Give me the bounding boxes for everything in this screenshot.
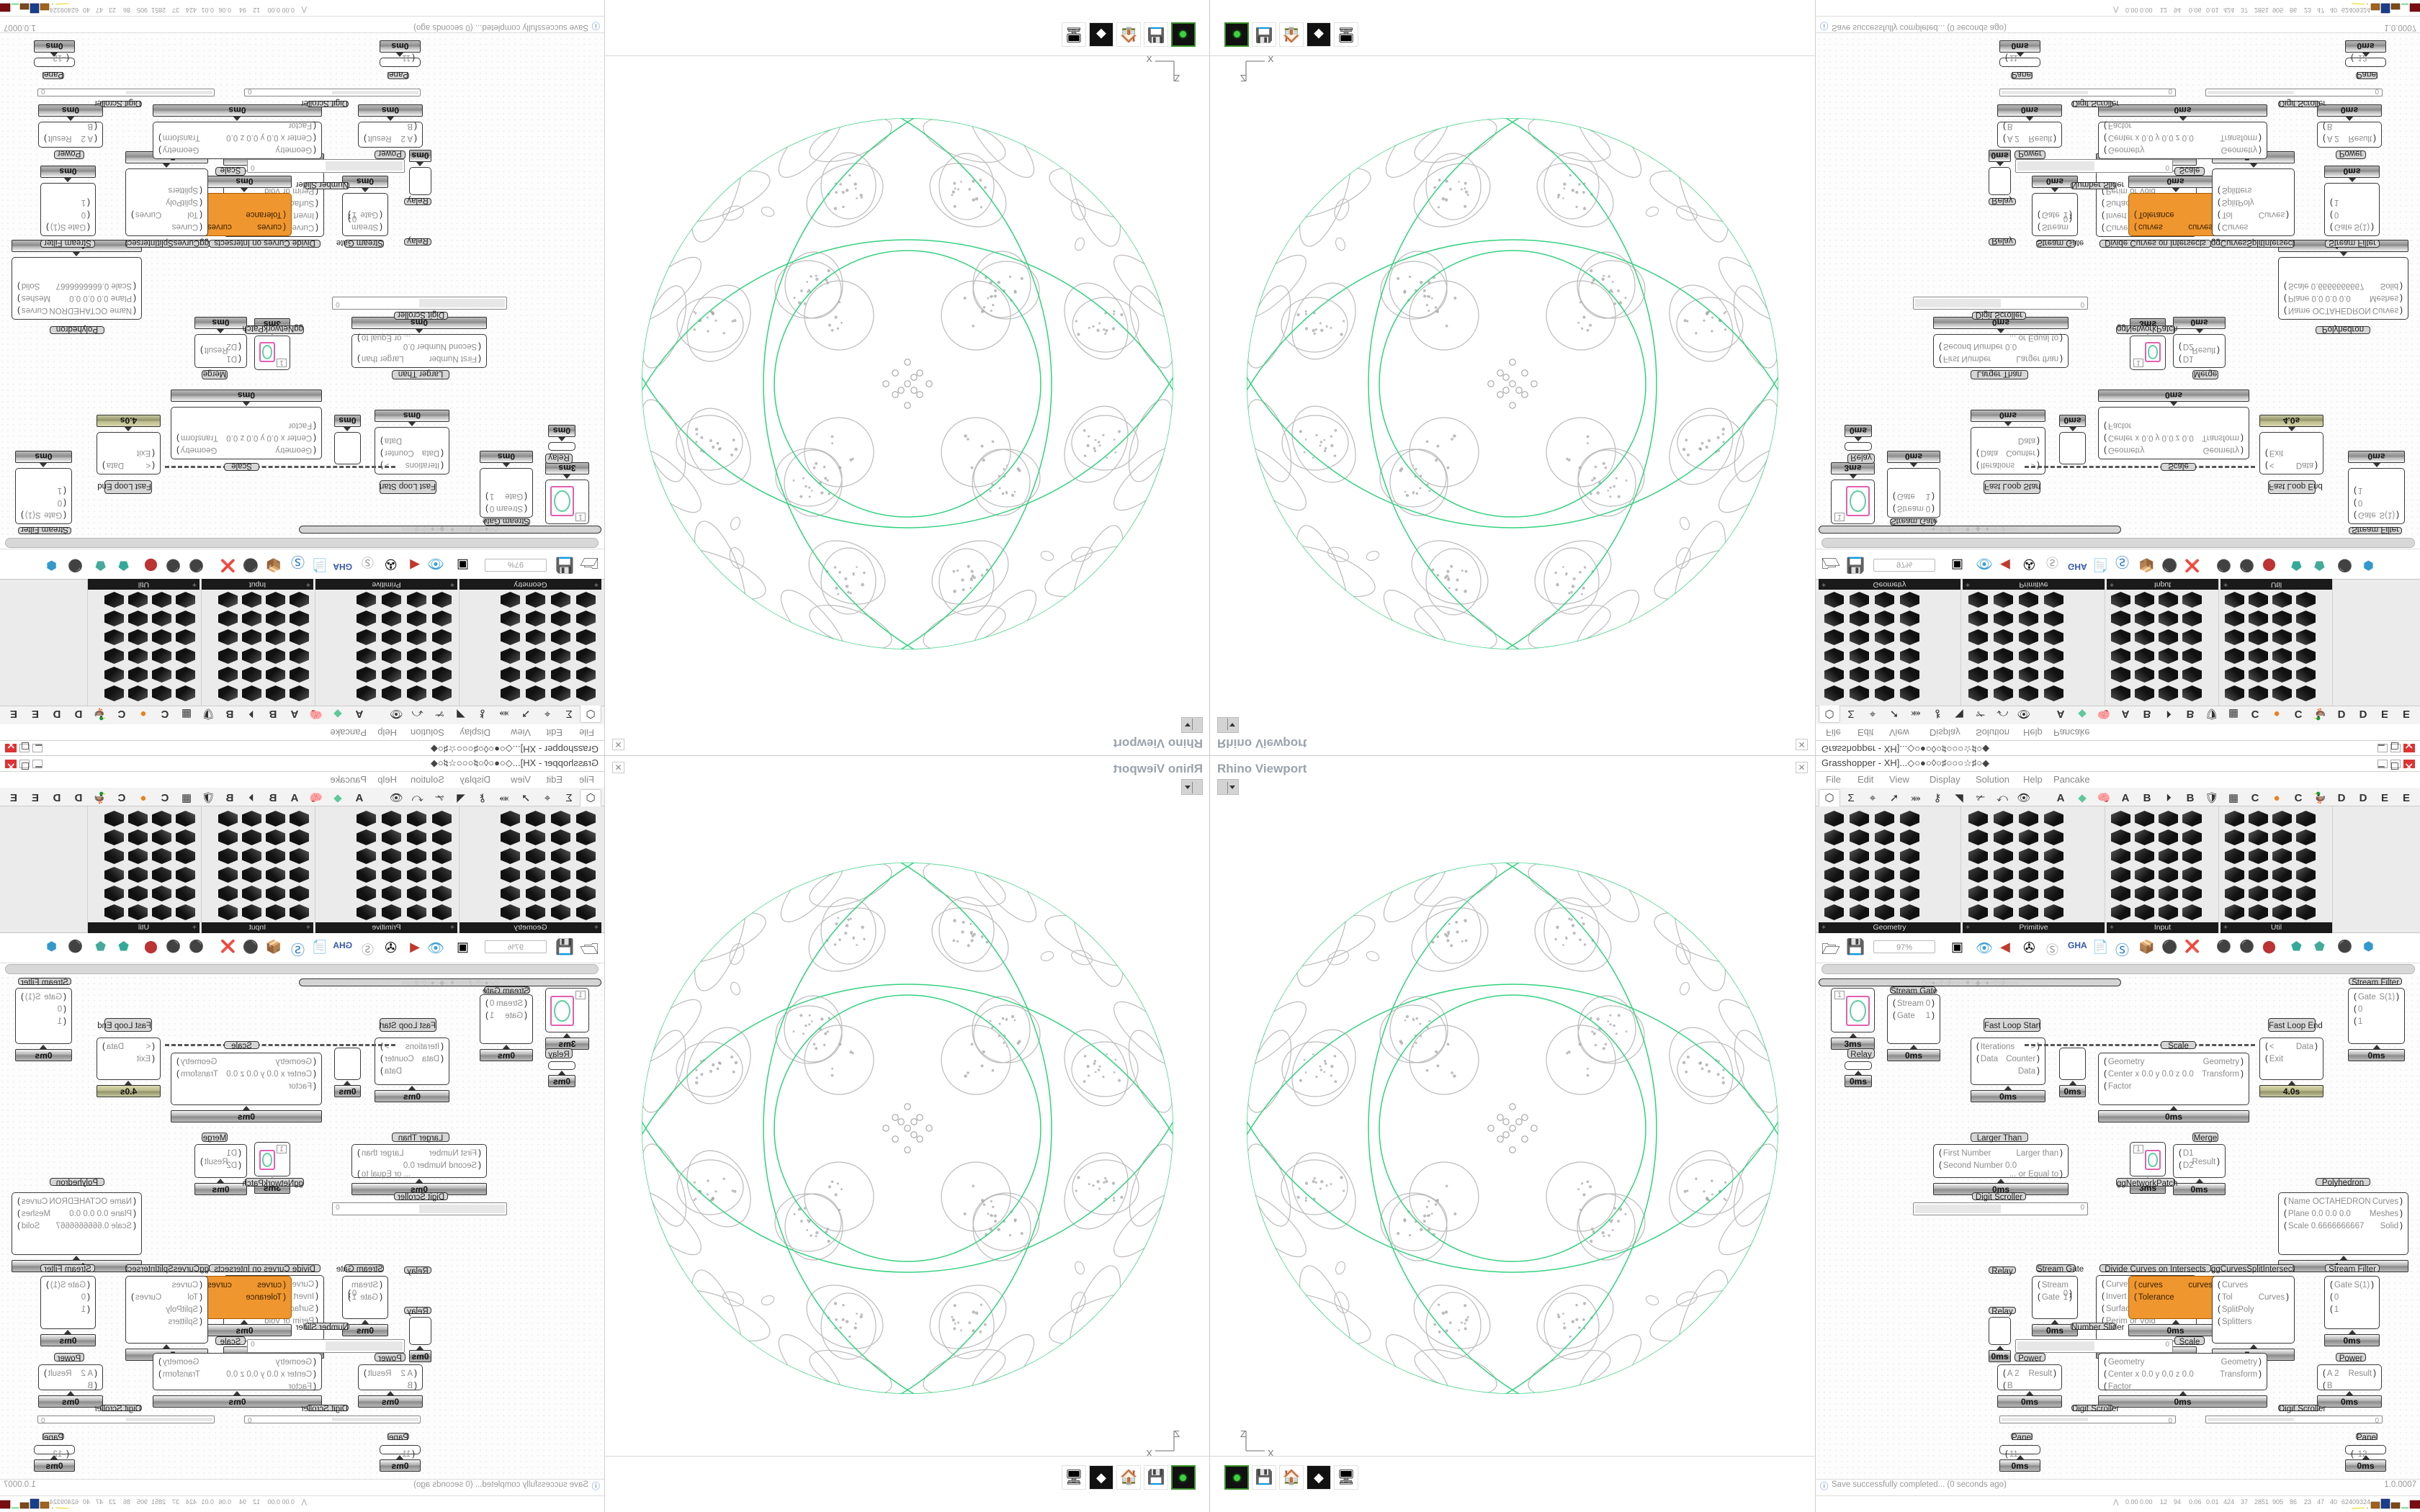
svg-text:Z: Z [1174, 1429, 1180, 1439]
svg-text:Z: Z [1240, 1429, 1246, 1439]
svg-text:Z: Z [1240, 73, 1246, 83]
svg-text:Z: Z [1174, 73, 1180, 83]
